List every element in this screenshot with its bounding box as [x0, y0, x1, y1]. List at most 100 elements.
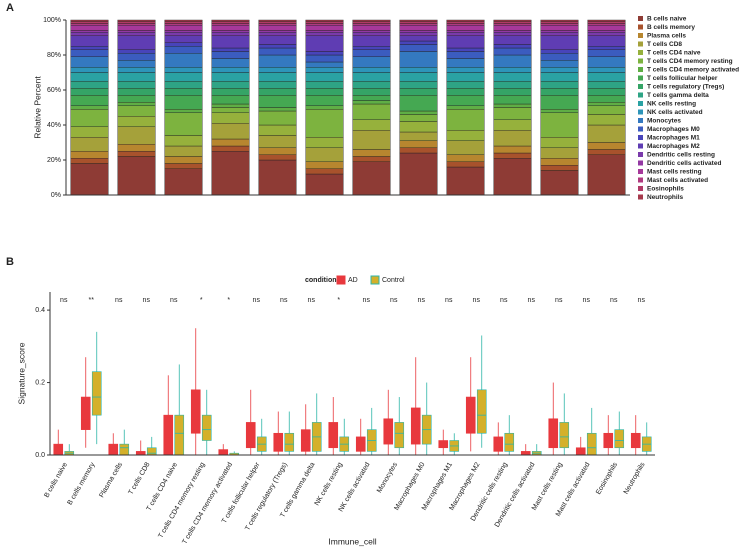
bar-segment [493, 25, 532, 31]
bar-segment [587, 21, 626, 24]
bar-segment [587, 56, 626, 68]
bar-segment [305, 161, 344, 169]
legend-label: Macrophages M1 [647, 135, 700, 142]
bar-segment [258, 47, 297, 56]
bar-segment [352, 95, 391, 101]
bar-segment [399, 114, 438, 122]
box [80, 396, 91, 430]
bar-segment [70, 151, 109, 159]
bar-segment [352, 23, 391, 26]
legend-label: T cells CD4 memory activated [647, 67, 739, 74]
bar-segment [164, 25, 203, 31]
bar-segment [164, 67, 203, 73]
bar-segment [399, 30, 438, 33]
bar-segment [587, 72, 626, 82]
bar-segment [70, 95, 109, 106]
legend-swatch [638, 67, 643, 72]
bar-segment [305, 61, 344, 68]
legend-swatch [638, 186, 643, 191]
bar-segment [305, 51, 344, 56]
legend-swatch [638, 118, 643, 123]
legend-swatch [638, 33, 643, 38]
legend-swatch [638, 101, 643, 106]
significance-label: * [200, 297, 203, 304]
bar-segment [446, 30, 485, 33]
x-tick-label: NK cells activated [338, 461, 372, 513]
bar-segment [399, 110, 438, 115]
bar-segment [70, 81, 109, 89]
bar-segment [399, 131, 438, 141]
bar-segment [211, 51, 250, 59]
panel-label: A [6, 2, 14, 14]
legend-swatch [638, 169, 643, 174]
bar-segment [211, 67, 250, 73]
bar-segment [446, 51, 485, 59]
bar-segment [258, 110, 297, 126]
legend-label: T cells CD4 memory resting [647, 58, 733, 65]
significance-label: ns [280, 297, 288, 304]
bar-segment [540, 88, 579, 96]
box [394, 422, 405, 449]
box [135, 451, 146, 456]
legend-swatch [638, 177, 643, 183]
bar-segment [493, 88, 532, 96]
bar-segment [164, 72, 203, 82]
legend-label: Macrophages M0 [647, 126, 700, 133]
bar-segment [305, 32, 344, 36]
bar-segment [211, 19, 250, 22]
bar-segment [117, 32, 156, 36]
legend-label: T cells CD4 naive [647, 50, 701, 57]
bar-segment [446, 161, 485, 168]
box [146, 447, 157, 456]
significance-label: ns [638, 297, 646, 304]
legend-label: Monocytes [647, 118, 681, 125]
bar-segment [211, 107, 250, 113]
bar-segment [258, 154, 297, 161]
bar-segment [352, 67, 391, 73]
bar-segment [117, 88, 156, 96]
y-tick-label: 100% [43, 17, 61, 24]
bar-segment [493, 47, 532, 56]
bar-segment [70, 56, 109, 68]
bar-segment [305, 19, 344, 22]
bar-segment [305, 54, 344, 63]
legend-title: condition [305, 277, 337, 284]
bar-segment [305, 35, 344, 52]
bar-segment [70, 158, 109, 164]
bar-segment [587, 142, 626, 150]
bar-segment [70, 109, 109, 127]
bar-segment [164, 42, 203, 47]
bar-segment [493, 103, 532, 108]
legend-swatch [638, 84, 643, 89]
bar-segment [258, 159, 297, 196]
bar-segment [587, 81, 626, 89]
bar-segment [164, 30, 203, 33]
bar-segment [211, 151, 250, 196]
box [174, 414, 185, 456]
significance-label: ns [253, 297, 261, 304]
bar-segment [493, 23, 532, 26]
bar-segment [305, 137, 344, 148]
bar-segment [117, 60, 156, 68]
box [559, 422, 570, 449]
bar-segment [211, 95, 250, 105]
bar-segment [399, 51, 438, 68]
bar-segment [493, 67, 532, 73]
bar-segment [540, 49, 579, 54]
legend-swatch [336, 275, 346, 285]
significance-label: ns [308, 297, 316, 304]
bar-segment [117, 35, 156, 50]
legend-swatch [638, 126, 643, 132]
bar-segment [540, 32, 579, 36]
bar-segment [399, 81, 438, 89]
bar-segment [164, 145, 203, 157]
bar-segment [164, 168, 203, 196]
bar-segment [352, 21, 391, 24]
x-axis-label: Immune_cell [328, 536, 376, 546]
bar-segment [258, 54, 297, 68]
bar-segment [305, 168, 344, 175]
legend-swatch [638, 16, 643, 21]
bar-segment [540, 72, 579, 82]
bar-segment [164, 35, 203, 43]
bar-segment [117, 25, 156, 31]
